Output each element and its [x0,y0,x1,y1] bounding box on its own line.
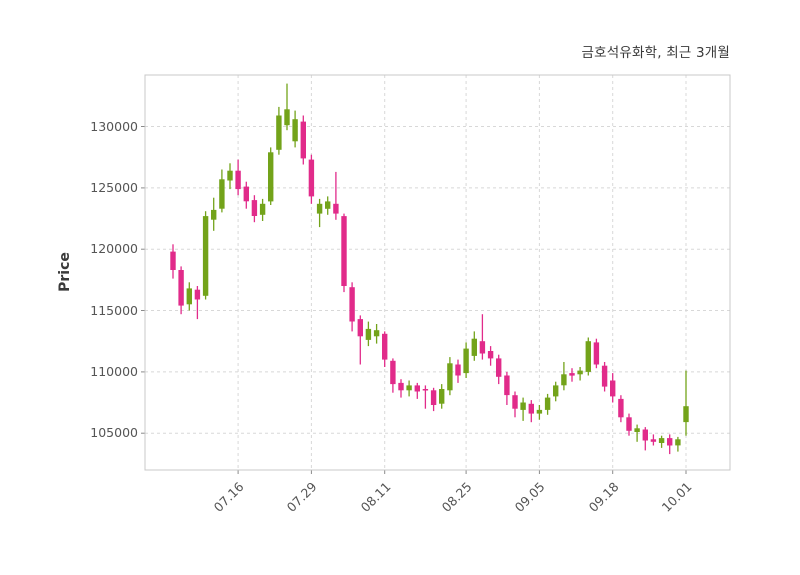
candle [439,384,445,409]
candle [259,198,266,221]
candle [292,110,298,148]
candle [211,197,217,231]
candle [536,405,543,420]
candle [463,342,469,378]
candle [610,373,616,403]
candle [683,370,689,436]
candle [634,424,640,442]
candle [585,337,591,376]
candle [504,371,510,405]
candle [406,380,412,397]
candle [447,357,453,396]
candle [561,362,567,391]
candle [455,359,461,383]
candle [333,171,339,220]
candle [268,147,274,205]
chart-title: 금호석유화학, 최근 3개월 [581,45,730,61]
candle [642,427,648,451]
candle [553,381,559,402]
candle [479,314,486,360]
candle [284,83,290,131]
candle [243,181,249,209]
candle [675,436,681,452]
candle [471,331,477,361]
candle [382,331,388,367]
candle [341,213,347,293]
candle [186,282,192,311]
candle [601,362,608,392]
candle [178,266,184,315]
candle [487,346,494,366]
candle [496,354,502,385]
candle [202,211,209,300]
candle [349,282,355,332]
y-axis-label: Price [57,252,73,292]
candle [569,368,575,382]
candle [667,434,673,455]
candle [626,413,632,436]
candle [544,393,551,415]
candle [618,395,624,423]
candle [300,115,306,165]
candle [398,379,404,398]
candle [325,196,331,215]
candle [373,324,380,344]
candle [194,286,201,320]
candle [170,244,176,279]
candle [316,198,323,228]
candle [276,106,282,155]
candle [235,159,241,196]
candle [308,154,315,204]
candle [577,367,583,381]
candle [357,315,363,365]
candle [227,163,233,190]
candle [251,195,258,223]
candle [650,434,657,446]
candle [365,321,372,347]
candle [390,358,396,393]
candle [658,435,665,448]
candle [430,387,437,412]
candle [520,397,526,421]
candle [414,382,420,399]
candle [593,338,600,369]
candle [219,169,225,213]
candle [422,385,429,409]
candle [528,400,534,423]
candle [512,391,518,418]
